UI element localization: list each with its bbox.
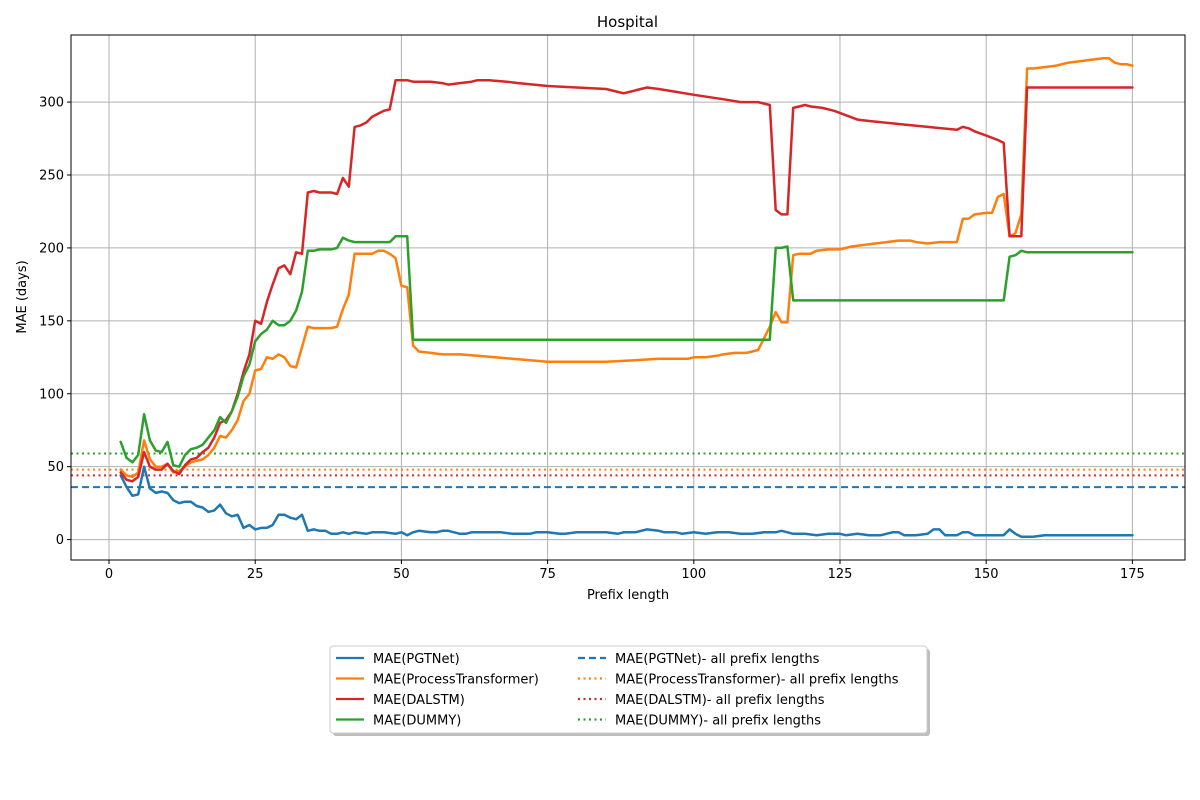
x-tick-label: 75 (539, 567, 556, 582)
x-tick-label: 25 (247, 567, 264, 582)
x-axis-title: Prefix length (587, 588, 669, 603)
x-tick-label: 50 (393, 567, 410, 582)
x-tick-label: 175 (1120, 567, 1145, 582)
axis-ticks: 0 25 50 75 100 125 150 175 0 50 100 150 200 250 300 (39, 96, 1145, 582)
y-tick-label: 250 (39, 169, 64, 184)
legend-box (329, 645, 928, 734)
legend-label: MAE(DUMMY)- all prefix lengths (615, 714, 821, 729)
grid (71, 35, 1185, 560)
y-tick-label: 300 (39, 96, 64, 111)
series-line-1 (119, 57, 1134, 479)
y-tick-label: 200 (39, 241, 64, 256)
legend-label: MAE(PGTNet) (373, 652, 460, 667)
legend-label: MAE(PGTNet)- all prefix lengths (615, 652, 820, 667)
legend: MAE(PGTNet) MAE(ProcessTransformer) MAE(DA… (329, 645, 930, 736)
series-line-0 (119, 465, 1134, 538)
x-tick-label: 150 (974, 567, 999, 582)
y-tick-label: 0 (56, 533, 64, 548)
chart-title: Hospital (597, 13, 658, 31)
y-tick-label: 150 (39, 314, 64, 329)
legend-label: MAE(ProcessTransformer)- all prefix leng… (615, 673, 899, 688)
y-tick-label: 50 (47, 460, 64, 475)
legend-label: MAE(ProcessTransformer) (373, 673, 539, 688)
reference-lines (71, 452, 1185, 489)
plot-frame (70, 34, 1186, 561)
x-tick-label: 0 (105, 567, 113, 582)
series-line-3 (119, 235, 1134, 468)
legend-label: MAE(DALSTM) (373, 693, 465, 708)
legend-label: MAE(DALSTM)- all prefix lengths (615, 693, 825, 708)
y-tick-label: 100 (39, 387, 64, 402)
series-line-2 (119, 78, 1134, 483)
x-tick-label: 125 (828, 567, 853, 582)
x-tick-label: 100 (681, 567, 706, 582)
legend-label: MAE(DUMMY) (373, 714, 461, 729)
series-lines (119, 57, 1134, 538)
legend-items: MAE(PGTNet) MAE(ProcessTransformer) MAE(DA… (336, 652, 899, 729)
y-axis-title: MAE (days) (15, 260, 30, 333)
